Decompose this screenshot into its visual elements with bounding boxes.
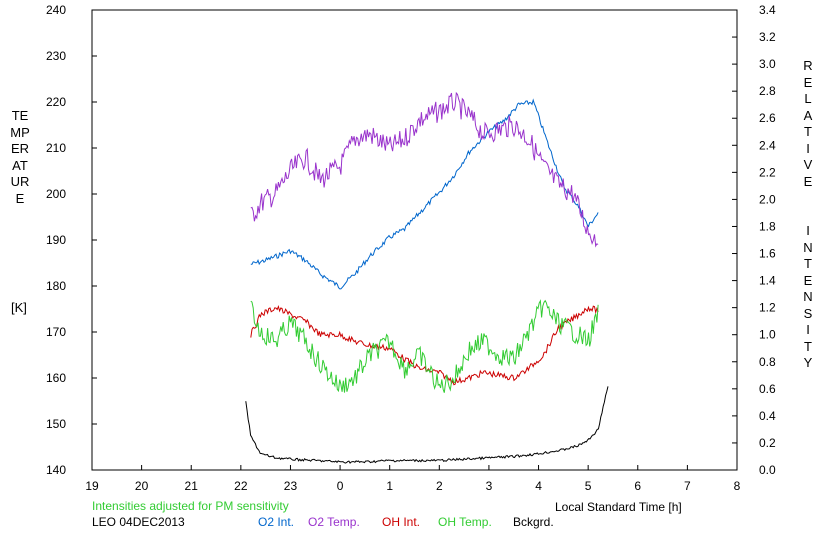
x-tick-label: 8	[734, 479, 741, 493]
y-axis-left-unit: [K]	[11, 300, 27, 315]
y-right-tick-label: 1.2	[759, 301, 776, 315]
y-right-tick-label: 3.2	[759, 30, 776, 44]
y-axis-left-label: TEMPERATURE	[10, 108, 30, 206]
y-right-tick-label: 1.4	[759, 274, 776, 288]
x-tick-label: 21	[185, 479, 199, 493]
y-axis-right-label-char: N	[803, 239, 813, 255]
y-right-tick-label: 2.4	[759, 138, 776, 152]
y-right-tick-label: 0.6	[759, 382, 776, 396]
y-axis-right-label-char: I	[806, 322, 810, 337]
x-tick-label: 23	[284, 479, 298, 493]
y-axis-right-label-char: L	[804, 91, 812, 106]
y-right-tick-label: 0.2	[759, 436, 776, 450]
y-right-tick-label: 1.0	[759, 328, 776, 342]
y-left-tick-label: 210	[46, 141, 66, 155]
y-left-tick-label: 200	[46, 187, 66, 201]
y-axis-right-label-char: E	[803, 272, 813, 288]
x-tick-label: 19	[85, 479, 99, 493]
y-axis-right-label-char: T	[804, 256, 812, 271]
x-tick-label: 5	[585, 479, 592, 493]
x-tick-label: 4	[535, 479, 542, 493]
y-left-tick-label: 140	[46, 463, 66, 477]
series-line-bckgrd	[245, 386, 609, 464]
y-right-tick-label: 2.8	[759, 84, 776, 98]
y-right-tick-label: 1.6	[759, 247, 776, 261]
y-axis-right-label-char: A	[803, 107, 813, 123]
series-line-oh-int	[250, 304, 599, 386]
x-tick-label: 7	[684, 479, 691, 493]
y-left-tick-label: 240	[46, 3, 66, 17]
y-right-tick-label: 2.2	[759, 165, 776, 179]
x-tick-label: 3	[486, 479, 493, 493]
y-axis-right-label-char	[798, 190, 818, 207]
series-line-o2-temp	[250, 91, 599, 248]
y-right-tick-label: 1.8	[759, 219, 776, 233]
y-left-tick-label: 190	[46, 233, 66, 247]
y-axis-right-label-char	[798, 207, 818, 224]
y-right-tick-label: 2.0	[759, 192, 776, 206]
y-axis-right-label-char: R	[803, 58, 813, 73]
legend-item-oh-int: OH Int.	[382, 515, 421, 529]
y-right-tick-label: 0.0	[759, 463, 776, 477]
y-axis-right-label-char: I	[806, 140, 810, 156]
x-tick-label: 22	[234, 479, 248, 493]
y-axis-right-label-char: V	[803, 157, 813, 172]
y-left-tick-label: 160	[46, 371, 66, 385]
x-tick-label: 6	[634, 479, 641, 493]
legend-item-bckgrd: Bckgrd.	[513, 515, 554, 529]
y-right-tick-label: 0.4	[759, 409, 776, 423]
series-line-o2-int	[250, 98, 599, 290]
plot-frame	[91, 9, 738, 471]
y-right-tick-label: 0.8	[759, 355, 776, 369]
x-tick-label: 0	[337, 479, 344, 493]
x-axis-label: Local Standard Time [h]	[555, 500, 682, 514]
y-left-tick-label: 230	[46, 49, 66, 63]
y-axis-right-label-char: T	[804, 124, 812, 139]
y-axis-right-label-char: E	[803, 173, 813, 189]
y-axis-right-label-char: S	[803, 305, 813, 321]
y-right-tick-label: 2.6	[759, 111, 776, 125]
adjustment-note: Intensities adjusted for PM sensitivity	[92, 499, 289, 513]
y-axis-right-label-char: Y	[803, 355, 813, 370]
y-left-tick-label: 170	[46, 325, 66, 339]
y-axis-right-label-char: E	[803, 74, 813, 90]
y-axis-right-label-char: N	[803, 289, 813, 304]
y-right-tick-label: 3.0	[759, 57, 776, 71]
legend-item-o2-temp: O2 Temp.	[308, 515, 360, 529]
y-left-tick-label: 220	[46, 95, 66, 109]
x-tick-label: 1	[386, 479, 393, 493]
y-right-tick-label: 3.4	[759, 3, 776, 17]
x-tick-label: 20	[135, 479, 149, 493]
legend-item-oh-temp: OH Temp.	[438, 515, 492, 529]
legend-item-o2-int: O2 Int.	[258, 515, 295, 529]
x-tick-label: 2	[436, 479, 443, 493]
y-left-tick-label: 180	[46, 279, 66, 293]
y-axis-right-label-char: I	[806, 223, 810, 238]
y-left-tick-label: 150	[46, 417, 66, 431]
station-date: LEO 04DEC2013	[92, 515, 185, 529]
series-line-oh-temp	[250, 299, 599, 393]
y-axis-right-label-char: T	[804, 338, 812, 354]
